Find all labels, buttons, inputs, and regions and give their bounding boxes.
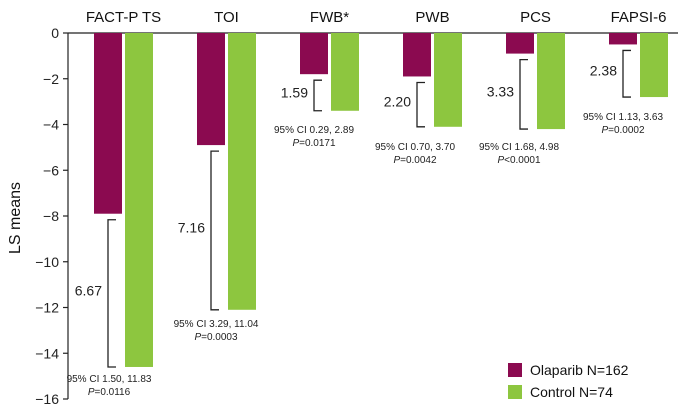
y-tick-label: 0 — [51, 25, 59, 41]
category-label: FACT-P TS — [86, 9, 161, 26]
bars — [94, 33, 668, 367]
y-tick-label: −8 — [43, 208, 59, 224]
category-label: TOI — [214, 9, 239, 26]
control-bar — [434, 33, 462, 127]
difference-label: 3.33 — [487, 83, 514, 99]
category-label: PCS — [520, 9, 551, 26]
p-value-label: P=0.0116 — [88, 387, 131, 398]
difference-label: 1.59 — [281, 84, 308, 100]
difference-bracket — [313, 79, 322, 112]
control-bar — [331, 33, 359, 111]
ci-label: 95% CI 0.70, 3.70 — [375, 142, 455, 153]
y-tick-label: −6 — [43, 162, 59, 178]
control-bar — [640, 33, 668, 98]
y-tick-label: −16 — [35, 391, 59, 407]
y-axis: 0 −2 −4 −6 −8 −10 −12 −14 −16 — [35, 25, 678, 407]
legend-swatch — [508, 363, 522, 377]
legend-swatch — [508, 385, 522, 399]
p-value-label: P=0.0042 — [393, 155, 437, 166]
y-tick-label: −2 — [43, 71, 59, 87]
legend-entry: Olaparib N=162 — [530, 362, 629, 378]
y-tick-label: −14 — [35, 345, 59, 361]
difference-bracket — [107, 219, 116, 368]
ci-label: 95% CI 1.68, 4.98 — [479, 142, 559, 153]
olaparib-bar — [506, 33, 534, 54]
difference-bracket — [416, 81, 425, 128]
p-value-label: P=0.0171 — [292, 138, 336, 149]
y-axis-title: LS means — [7, 182, 24, 254]
category-label: FWB* — [310, 9, 349, 26]
y-tick-label: −12 — [35, 300, 59, 316]
legend: Olaparib N=162 Control N=74 — [508, 362, 629, 400]
y-tick-label: −10 — [35, 254, 59, 270]
difference-bracket — [210, 150, 219, 311]
p-value-label: P=0.0002 — [601, 125, 645, 136]
ci-label: 95% CI 1.50, 11.83 — [67, 374, 152, 385]
olaparib-bar — [300, 33, 328, 75]
difference-label: 2.20 — [384, 94, 411, 110]
difference-label: 2.38 — [590, 63, 617, 79]
annotations: FACT-P TS 6.67 95% CI 1.50, 11.83 P=0.0116 T… — [67, 9, 667, 398]
y-tick-label: −4 — [43, 117, 59, 133]
olaparib-bar — [94, 33, 122, 214]
difference-bracket — [622, 49, 631, 98]
difference-label: 6.67 — [75, 282, 102, 298]
olaparib-bar — [197, 33, 225, 146]
control-bar — [228, 33, 256, 310]
control-bar — [125, 33, 153, 367]
olaparib-bar — [609, 33, 637, 45]
olaparib-bar — [403, 33, 431, 77]
p-value-label: P=0.0003 — [194, 332, 238, 343]
ci-label: 95% CI 3.29, 11.04 — [174, 319, 259, 330]
ci-label: 95% CI 0.29, 2.89 — [274, 125, 354, 136]
ci-label: 95% CI 1.13, 3.63 — [583, 112, 663, 123]
difference-label: 7.16 — [178, 219, 205, 235]
legend-entry: Control N=74 — [530, 384, 613, 400]
category-label: PWB — [415, 9, 449, 26]
difference-bracket — [519, 58, 528, 130]
control-bar — [537, 33, 565, 130]
p-value-label: P<0.0001 — [497, 155, 541, 166]
category-label: FAPSI-6 — [611, 9, 667, 26]
